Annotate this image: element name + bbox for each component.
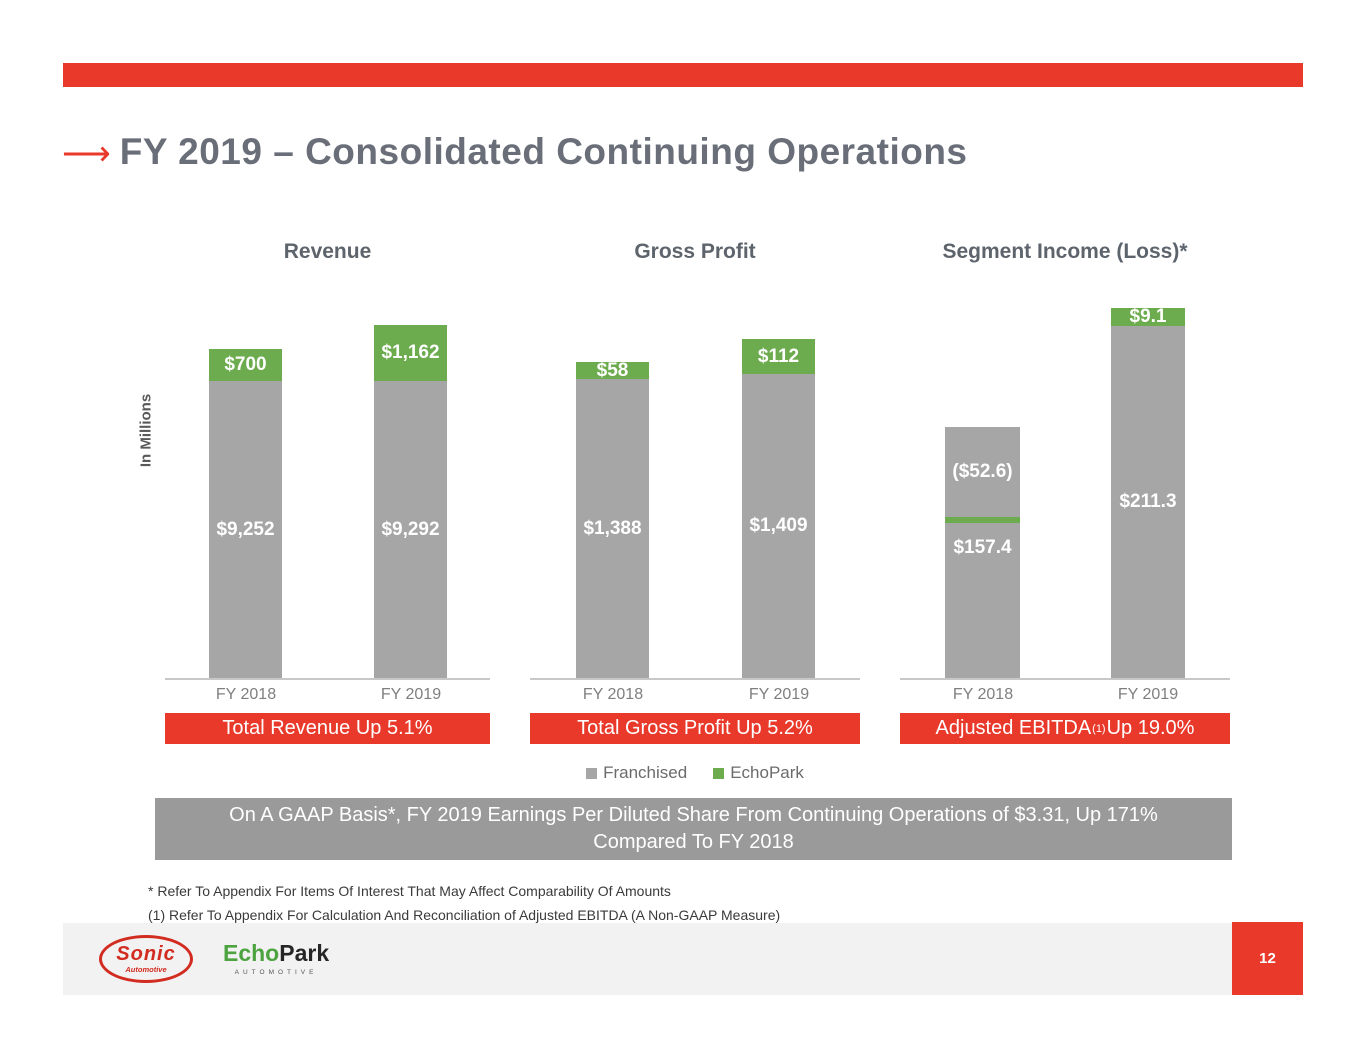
- x-axis-line: [530, 678, 860, 680]
- bar-segment-franchised: $9,292: [374, 381, 447, 678]
- echopark-swatch-icon: [713, 767, 725, 779]
- x-axis-line: [900, 678, 1230, 680]
- bar-fy2018: $700 $9,252: [209, 349, 282, 678]
- bar-segment-echopark: $9.1: [1111, 306, 1185, 327]
- chart-title: Segment Income (Loss)*: [942, 240, 1188, 263]
- y-axis-label: In Millions: [137, 393, 155, 468]
- footer-bar: Sonic Automotive EchoPark AUTOMOTIVE: [63, 923, 1232, 995]
- echopark-wordmark: EchoPark: [223, 942, 329, 965]
- legend-label: EchoPark: [730, 763, 804, 782]
- x-tick-label: FY 2018: [952, 686, 1014, 703]
- gaap-banner: On A GAAP Basis*, FY 2019 Earnings Per D…: [155, 798, 1232, 860]
- sonic-logo-oval: [99, 935, 193, 983]
- top-accent-bar: [63, 63, 1303, 87]
- bar-segment-echopark-divider: [945, 517, 1020, 523]
- chart-banner: Total Revenue Up 5.1%: [165, 713, 490, 744]
- footnote-asterisk: * Refer To Appendix For Items Of Interes…: [148, 883, 671, 899]
- bar-fy2018: $58 $1,388: [576, 360, 649, 678]
- sonic-automotive-logo: Sonic Automotive: [99, 935, 193, 983]
- echopark-sub-label: AUTOMOTIVE: [234, 969, 318, 976]
- legend-item-franchised: Franchised: [586, 763, 687, 783]
- bar-segment-echopark: $1,162: [374, 325, 447, 381]
- bar-segment-franchised: $1,388: [576, 379, 649, 678]
- footnote-1: (1) Refer To Appendix For Calculation An…: [148, 907, 781, 923]
- chart-banner-text-pre: Adjusted EBITDA: [935, 717, 1092, 739]
- title-row: ⟶ FY 2019 – Consolidated Continuing Oper…: [62, 126, 968, 178]
- echopark-logo: EchoPark AUTOMOTIVE: [223, 942, 329, 977]
- chart-banner-text: Total Revenue Up 5.1%: [222, 717, 433, 739]
- echopark-wordmark-park: Park: [279, 940, 330, 966]
- bar-fy2018: ($52.6) $157.4: [945, 427, 1020, 678]
- echopark-wordmark-echo: Echo: [223, 940, 280, 966]
- sonic-wordmark: Sonic: [116, 943, 176, 965]
- legend-label: Franchised: [603, 763, 688, 782]
- x-axis-line: [165, 678, 490, 680]
- chart-title: Revenue: [283, 240, 372, 263]
- x-tick-label: FY 2018: [215, 686, 277, 703]
- chart-banner-text-post: Up 19.0%: [1106, 717, 1195, 739]
- bar-fy2019: $112 $1,409: [742, 339, 815, 678]
- chart-banner: Total Gross Profit Up 5.2%: [530, 713, 860, 744]
- gaap-banner-line2: Compared To FY 2018: [593, 831, 794, 853]
- x-tick-label: FY 2018: [582, 686, 644, 703]
- page-title: FY 2019 – Consolidated Continuing Operat…: [119, 131, 968, 172]
- franchised-swatch-icon: [586, 767, 598, 779]
- bar-segment-echopark: $112: [742, 339, 815, 374]
- gaap-banner-line1: On A GAAP Basis*, FY 2019 Earnings Per D…: [229, 804, 1158, 826]
- chart-gross-profit: Gross Profit $58 $1,388 $112 $1,409 FY 2…: [530, 230, 860, 744]
- x-tick-label: FY 2019: [1117, 686, 1179, 703]
- legend: Franchised EchoPark: [530, 763, 860, 783]
- chart-title: Gross Profit: [634, 240, 756, 263]
- chart-revenue: Revenue $700 $9,252 $1,162 $9,292 FY 201…: [165, 230, 490, 744]
- chart-segment-income: Segment Income (Loss)* ($52.6) $157.4 $9…: [900, 230, 1230, 744]
- bar-segment-echopark-loss: ($52.6): [945, 427, 1020, 517]
- bar-fy2019: $1,162 $9,292: [374, 325, 447, 678]
- legend-item-echopark: EchoPark: [713, 763, 804, 783]
- bar-segment-franchised: $211.3: [1111, 326, 1185, 678]
- page-number: 12: [1259, 950, 1276, 967]
- bar-segment-franchised: $157.4: [945, 523, 1020, 678]
- page-number-box: 12: [1232, 922, 1303, 995]
- arrow-icon: ⟶: [62, 135, 111, 173]
- chart-banner: Adjusted EBITDA (1) Up 19.0%: [900, 713, 1230, 744]
- x-tick-label: FY 2019: [748, 686, 810, 703]
- bar-segment-franchised: $9,252: [209, 381, 282, 678]
- x-tick-label: FY 2019: [380, 686, 442, 703]
- chart-banner-text: Total Gross Profit Up 5.2%: [577, 717, 813, 739]
- bar-segment-echopark: $58: [576, 360, 649, 381]
- bar-fy2019: $9.1 $211.3: [1111, 306, 1185, 678]
- sonic-sub-label: Automotive: [125, 965, 167, 974]
- bar-segment-franchised: $1,409: [742, 374, 815, 678]
- bar-segment-echopark: $700: [209, 349, 282, 381]
